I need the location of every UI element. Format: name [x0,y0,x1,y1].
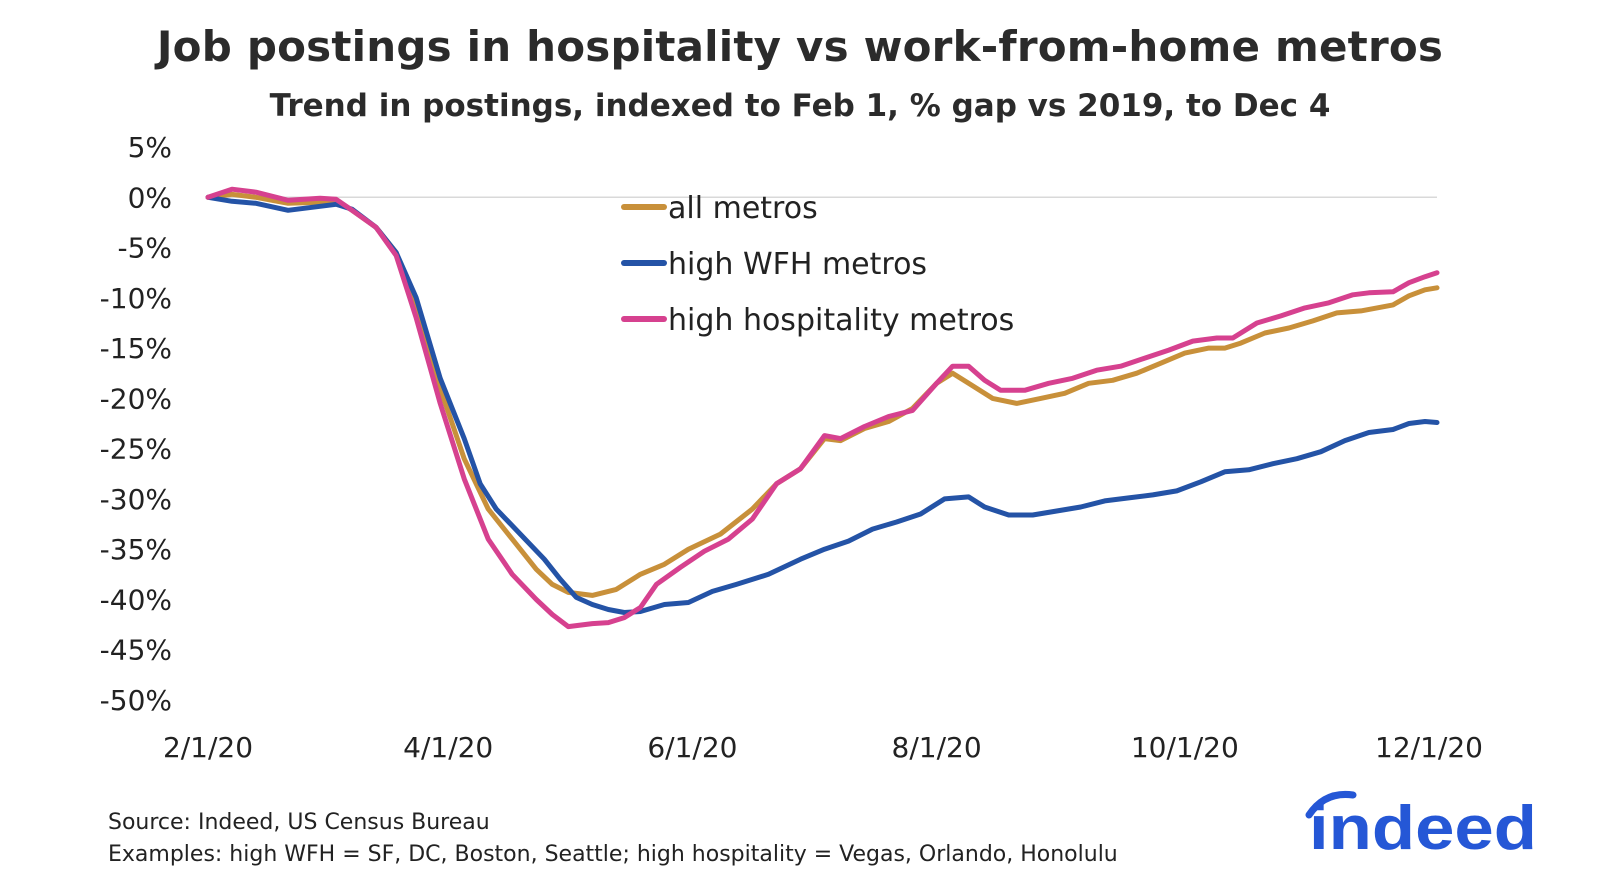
logo-arc [1305,790,1357,819]
y-tick-label: -10% [100,282,172,315]
x-tick-label: 6/1/20 [647,731,737,764]
series-line-hosp [205,186,1440,630]
y-tick-label: -5% [117,232,172,265]
y-tick-label: 0% [128,181,172,214]
examples-note: Examples: high WFH = SF, DC, Boston, Sea… [108,842,1118,867]
legend-label-wfh: high WFH metros [668,247,927,282]
y-tick-label: -20% [100,382,172,415]
logo-wordmark: indeed [1309,794,1537,863]
indeed-logo: indeed [1305,790,1537,863]
y-axis-ticks: 5% 0% -5% -10% -15% -20% -25% -30% -35% -40% -45% -… [100,131,172,717]
legend: all metros high WFH metros high hospitalit… [621,191,1014,338]
x-axis-ticks: 2/1/20 4/1/20 6/1/20 8/1/20 10/1/20 12/1/20 [163,731,1483,764]
y-tick-label: 5% [128,131,172,164]
series-line-wfh [205,194,1440,615]
x-tick-label: 8/1/20 [892,731,982,764]
chart-subtitle: Trend in postings, indexed to Feb 1, % g… [269,88,1331,124]
legend-label-all: all metros [668,191,818,226]
y-tick-label: -30% [100,483,172,516]
y-tick-label: -35% [100,533,172,566]
y-tick-label: -45% [100,634,172,667]
series-lines [205,186,1440,630]
x-tick-label: 2/1/20 [163,731,253,764]
y-tick-label: -50% [100,684,172,717]
legend-label-hosp: high hospitality metros [668,303,1014,338]
x-tick-label: 10/1/20 [1131,731,1239,764]
y-tick-label: -25% [100,433,172,466]
x-tick-label: 12/1/20 [1375,731,1483,764]
chart-title: Job postings in hospitality vs work-from… [156,22,1444,71]
x-tick-label: 4/1/20 [403,731,493,764]
y-tick-label: -40% [100,583,172,616]
y-tick-label: -15% [100,332,172,365]
source-note: Source: Indeed, US Census Bureau [108,810,490,835]
